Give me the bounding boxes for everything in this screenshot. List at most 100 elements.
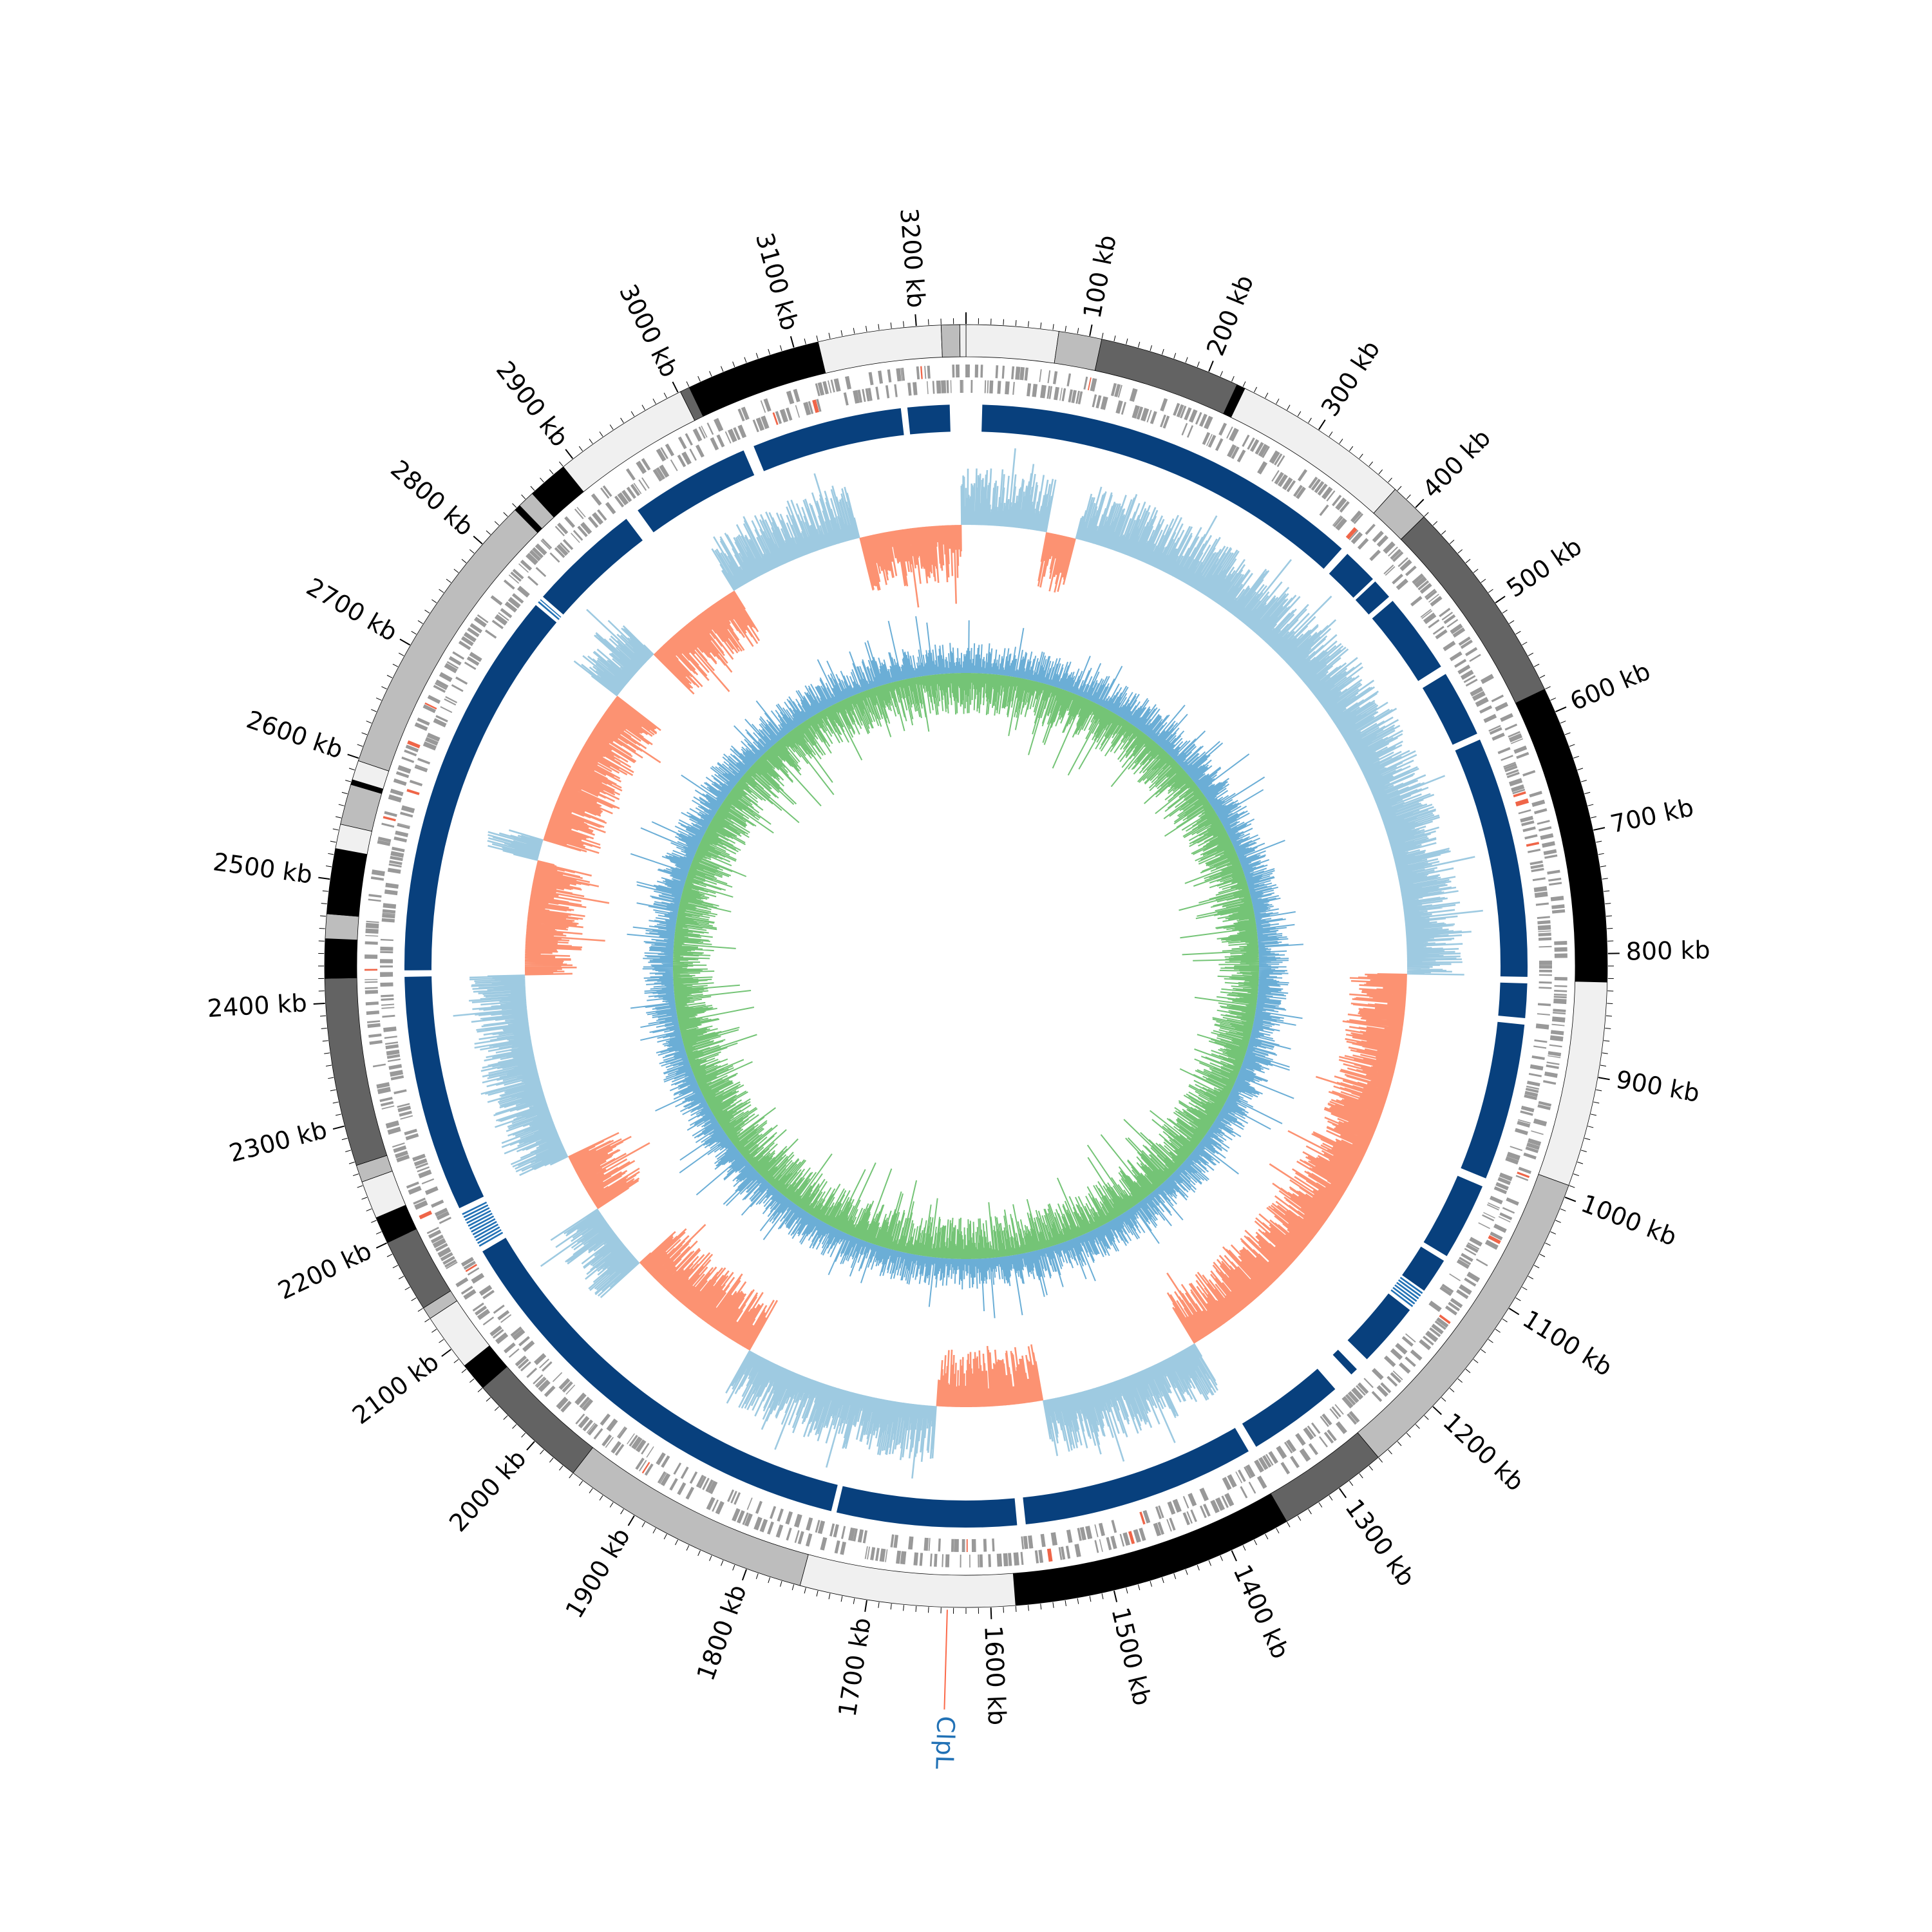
gene-feature — [1331, 1406, 1341, 1417]
gene-feature — [1486, 1204, 1499, 1211]
gene-feature — [896, 368, 902, 382]
gene-feature — [535, 543, 547, 556]
gene-feature — [430, 1235, 444, 1244]
major-tick — [347, 753, 359, 759]
gene-feature — [1186, 425, 1194, 438]
gene-feature — [482, 1316, 495, 1326]
minor-tick — [840, 1596, 843, 1602]
gene-feature — [414, 722, 428, 732]
gene-feature — [1321, 1413, 1332, 1426]
gene-feature — [1203, 1504, 1211, 1517]
minor-tick — [878, 1602, 880, 1608]
gene-feature — [900, 368, 903, 381]
gene-feature — [533, 1353, 547, 1365]
minor-tick — [1197, 1564, 1200, 1571]
minor-tick — [345, 1150, 352, 1153]
minor-tick — [1065, 1600, 1066, 1606]
gene-feature — [1448, 1302, 1461, 1312]
gene-feature — [737, 408, 745, 422]
gene-feature — [1537, 920, 1551, 925]
gene-feature — [808, 401, 814, 414]
gene-feature — [1274, 453, 1283, 466]
gene-feature — [381, 1003, 395, 1006]
gene-feature — [828, 380, 832, 393]
gene-feature — [627, 1433, 635, 1444]
gene-feature — [817, 382, 825, 396]
minor-tick — [1220, 1555, 1223, 1561]
minor-tick — [599, 1495, 603, 1501]
skew-region — [725, 1350, 937, 1479]
minor-tick — [348, 1161, 355, 1164]
gene-feature — [392, 846, 405, 853]
gene-feature — [578, 1416, 590, 1428]
gc-inner-trace — [672, 672, 1260, 1260]
major-tick — [1555, 706, 1567, 713]
minor-tick — [361, 1197, 368, 1200]
gene-feature — [1247, 437, 1255, 450]
gene-feature — [1121, 401, 1126, 415]
gene-feature — [1513, 745, 1528, 754]
gene-feature — [1332, 495, 1342, 507]
gene-feature — [1385, 566, 1396, 576]
minor-tick — [1515, 1297, 1521, 1302]
gene-feature — [1100, 396, 1108, 410]
gene-feature — [1535, 1023, 1549, 1030]
gene-feature — [734, 1492, 741, 1505]
gene-feature — [393, 1089, 407, 1095]
gene-feature — [1317, 483, 1328, 496]
gene-feature — [681, 451, 692, 465]
gene-feature — [1221, 1495, 1229, 1508]
gene-feature — [377, 837, 392, 843]
blue-block — [836, 1486, 1018, 1528]
minor-tick — [431, 1329, 437, 1333]
gene-feature — [517, 1358, 529, 1369]
gene-feature — [385, 882, 399, 889]
gene-feature — [463, 632, 477, 643]
minor-tick — [1397, 1441, 1402, 1446]
minor-tick — [336, 1113, 341, 1116]
minor-tick — [1560, 721, 1566, 724]
gene-feature — [659, 1472, 667, 1484]
gene-feature — [1439, 1314, 1451, 1324]
gene-feature — [1365, 524, 1376, 535]
gene-feature — [433, 718, 447, 728]
minor-tick — [1515, 630, 1521, 635]
gene-feature — [1518, 1119, 1531, 1124]
gene-feature — [926, 381, 929, 395]
gene-feature — [1052, 371, 1058, 384]
gene-feature — [714, 418, 724, 432]
gene-feature — [1008, 1553, 1012, 1566]
blue-block — [1455, 739, 1528, 977]
gene-feature — [1162, 415, 1170, 429]
gene-feature — [1184, 407, 1192, 421]
gene-feature — [736, 1510, 745, 1524]
gene-feature — [406, 788, 420, 795]
gene-feature — [1533, 1045, 1547, 1049]
gene-feature — [393, 1145, 407, 1153]
minor-tick — [1481, 578, 1486, 583]
minor-tick — [1406, 494, 1411, 500]
gene-feature — [370, 876, 384, 881]
gene-feature — [1553, 998, 1567, 1005]
minor-tick — [1276, 398, 1280, 404]
gene-feature — [785, 407, 793, 421]
blue-block — [1332, 1349, 1357, 1375]
gene-feature — [1515, 1175, 1529, 1181]
blue-block-fragment — [463, 1204, 489, 1218]
gene-feature — [1383, 564, 1394, 574]
minor-tick — [1424, 1415, 1429, 1420]
gene-feature — [1405, 1356, 1416, 1367]
gene-feature — [395, 1150, 408, 1159]
gene-feature — [1551, 904, 1565, 909]
minor-tick — [1415, 1424, 1420, 1429]
gene-feature — [1167, 1501, 1176, 1515]
minor-tick — [1113, 336, 1116, 341]
blue-block-fragment — [1396, 1282, 1419, 1300]
minor-tick — [1545, 1242, 1551, 1246]
gene-feature — [516, 585, 530, 598]
gene-feature — [560, 542, 571, 553]
gene-feature — [445, 696, 458, 704]
gene-feature — [701, 425, 708, 438]
gene-feature — [380, 959, 393, 963]
gene-feature — [562, 539, 574, 551]
